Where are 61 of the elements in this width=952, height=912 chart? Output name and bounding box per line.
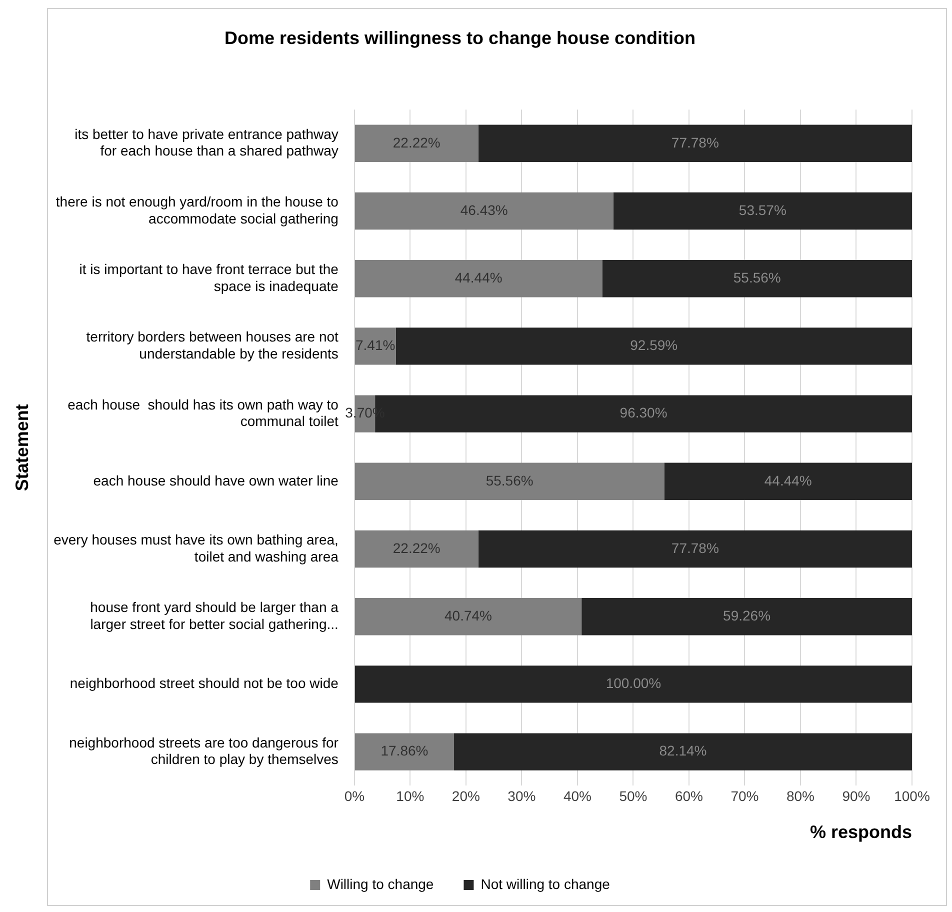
x-tick-label: 90% bbox=[842, 788, 870, 804]
data-label: 92.59% bbox=[630, 337, 678, 354]
bar bbox=[354, 124, 478, 162]
bar bbox=[664, 462, 912, 500]
bar bbox=[354, 598, 582, 636]
data-label: 100.00% bbox=[606, 675, 662, 692]
bar bbox=[454, 733, 912, 770]
data-label: 77.78% bbox=[671, 540, 719, 556]
bar bbox=[354, 462, 664, 500]
data-label: 96.30% bbox=[620, 404, 668, 421]
x-tick-label: 30% bbox=[508, 788, 536, 804]
data-label: 22.22% bbox=[392, 540, 440, 556]
bar bbox=[478, 124, 912, 162]
data-label: 82.14% bbox=[659, 742, 707, 759]
bar bbox=[354, 260, 602, 298]
bar bbox=[354, 530, 478, 568]
y-tick-label: every houses must have its own bathing area, toilet and washing area bbox=[54, 531, 339, 564]
data-label: 40.74% bbox=[444, 607, 492, 624]
data-label: 55.56% bbox=[486, 472, 534, 488]
y-tick-label: each house should have own water line bbox=[93, 472, 339, 488]
data-label: 55.56% bbox=[733, 269, 781, 286]
bar bbox=[602, 260, 912, 298]
y-tick-label: there is not enough yard/room in the house to accommodate social gathering bbox=[56, 193, 339, 226]
y-tick-label: neighborhood streets are too dangerous for children to play by themselves bbox=[69, 734, 339, 768]
bar bbox=[478, 530, 912, 568]
legend-label: Not willing to change bbox=[480, 876, 610, 892]
bar bbox=[582, 598, 912, 636]
bar bbox=[354, 733, 454, 770]
chart-title: Dome residents willingness to change house condition bbox=[224, 28, 696, 48]
x-tick-label: 80% bbox=[786, 788, 814, 804]
y-tick-label: its better to have private entrance pathway for each house than a shared pathway bbox=[74, 126, 338, 159]
data-label: 59.26% bbox=[723, 607, 771, 624]
bar bbox=[354, 328, 396, 365]
data-label: 44.44% bbox=[454, 269, 502, 286]
x-tick-label: 0% bbox=[344, 788, 365, 804]
data-label: 77.78% bbox=[671, 134, 719, 150]
x-tick-label: 100% bbox=[894, 788, 930, 804]
x-tick-label: 10% bbox=[396, 788, 424, 804]
x-tick-label: 70% bbox=[730, 788, 759, 804]
data-label: 46.43% bbox=[460, 202, 508, 218]
bar bbox=[396, 328, 912, 365]
x-tick-label: 50% bbox=[619, 788, 648, 804]
x-axis-title: % responds bbox=[810, 822, 912, 842]
bar bbox=[354, 666, 912, 703]
data-label: 7.41% bbox=[355, 337, 396, 354]
y-tick-label: territory borders between houses are not understandable by the residents bbox=[86, 328, 339, 362]
bar bbox=[354, 192, 614, 230]
y-tick-label: it is important to have front terrace but the space is inadequate bbox=[79, 261, 339, 294]
y-axis-title: Statement bbox=[12, 404, 32, 492]
bar bbox=[613, 192, 912, 230]
y-tick-label: neighborhood street should not be too wide bbox=[70, 675, 339, 692]
legend-label: Willing to change bbox=[327, 876, 434, 892]
x-tick-label: 60% bbox=[674, 788, 703, 804]
data-label: 17.86% bbox=[380, 742, 428, 759]
data-label: 53.57% bbox=[738, 202, 786, 218]
data-label: 44.44% bbox=[764, 472, 812, 488]
x-tick-label: 40% bbox=[563, 788, 592, 804]
y-tick-label: each house should has its own path way to communal toilet bbox=[68, 396, 339, 430]
data-label: 22.22% bbox=[392, 134, 440, 150]
x-tick-label: 20% bbox=[452, 788, 480, 804]
y-tick-label: house front yard should be larger than a larger street for better social gathering... bbox=[90, 599, 339, 632]
